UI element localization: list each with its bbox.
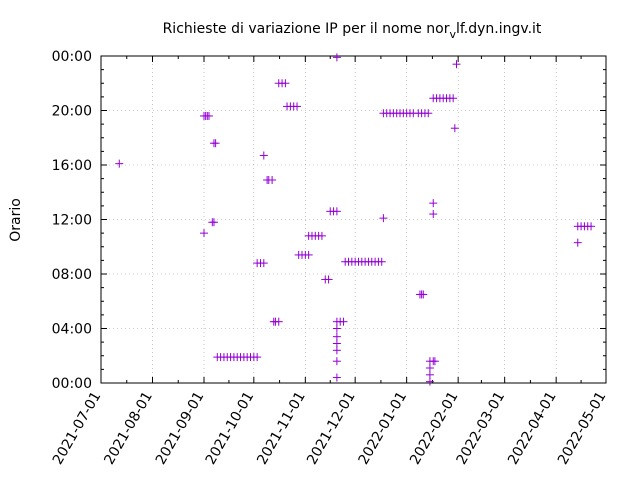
data-point xyxy=(324,275,333,284)
data-point xyxy=(253,353,262,362)
x-tick-label: 2022-05-01 xyxy=(555,389,610,467)
data-point xyxy=(268,175,277,184)
data-point xyxy=(379,214,388,223)
x-tick-label: 2021-12-01 xyxy=(304,389,359,467)
data-point xyxy=(425,364,434,373)
data-point xyxy=(204,111,213,120)
y-tick-label: 20:00 xyxy=(52,104,92,120)
data-point xyxy=(332,207,341,216)
y-tick-label: 00:00 xyxy=(52,376,92,392)
data-point xyxy=(419,290,428,299)
data-point xyxy=(332,324,341,333)
x-tick-label: 2022-04-01 xyxy=(505,389,560,467)
y-tick-label: 16:00 xyxy=(52,158,92,174)
chart-title-tail: lf.dyn.ingv.it xyxy=(456,21,542,37)
data-point xyxy=(430,357,439,366)
data-point xyxy=(332,373,341,382)
data-point xyxy=(429,210,438,219)
x-axis: 2021-07-012021-08-012021-09-012021-10-01… xyxy=(50,56,610,467)
x-tick-label: 2021-11-01 xyxy=(254,389,309,467)
data-point xyxy=(317,231,326,240)
data-point xyxy=(449,94,458,103)
data-point xyxy=(332,357,341,366)
x-tick-label: 2022-03-01 xyxy=(454,389,509,467)
data-point xyxy=(293,102,302,111)
chart-title: Richieste di variazione IP per il nome n… xyxy=(163,21,542,41)
y-axis: 00:00 04:00 08:00 12:00 16:00 20:00 00:00 xyxy=(52,49,606,392)
data-point xyxy=(332,53,341,62)
y-tick-label: 04:00 xyxy=(52,322,92,338)
x-tick-label: 2022-01-01 xyxy=(356,389,411,467)
data-point xyxy=(332,332,341,341)
data-point xyxy=(425,377,434,386)
y-axis-label: Orario xyxy=(8,198,24,242)
data-point xyxy=(259,259,268,268)
grid-lines xyxy=(101,56,606,383)
data-point xyxy=(452,60,461,69)
data-point xyxy=(573,238,582,247)
data-point xyxy=(332,346,341,355)
data-point xyxy=(429,199,438,208)
data-point xyxy=(211,139,220,148)
y-tick-label: 12:00 xyxy=(52,213,92,229)
chart-title-main: Richieste di variazione IP per il nome n… xyxy=(163,21,450,37)
x-tick-label: 2021-07-01 xyxy=(50,389,105,467)
data-point xyxy=(587,222,596,231)
data-point xyxy=(339,317,348,326)
y-tick-label: 00:00 xyxy=(52,49,92,65)
data-point xyxy=(281,79,290,88)
data-point xyxy=(425,370,434,379)
data-point xyxy=(199,229,208,238)
data-point xyxy=(377,257,386,266)
data-points xyxy=(115,53,596,386)
data-point xyxy=(274,317,283,326)
data-point xyxy=(332,339,341,348)
x-tick-label: 2022-02-01 xyxy=(407,389,462,467)
chart-title-subscript: v xyxy=(449,28,456,41)
data-point xyxy=(424,109,433,118)
x-tick-label: 2021-10-01 xyxy=(203,389,258,467)
x-tick-label: 2021-09-01 xyxy=(153,389,208,467)
data-point xyxy=(450,124,459,133)
data-point xyxy=(304,250,313,259)
data-point xyxy=(259,151,268,160)
x-tick-label: 2021-08-01 xyxy=(101,389,156,467)
data-point xyxy=(115,159,124,168)
data-point xyxy=(209,218,218,227)
y-tick-label: 08:00 xyxy=(52,267,92,283)
